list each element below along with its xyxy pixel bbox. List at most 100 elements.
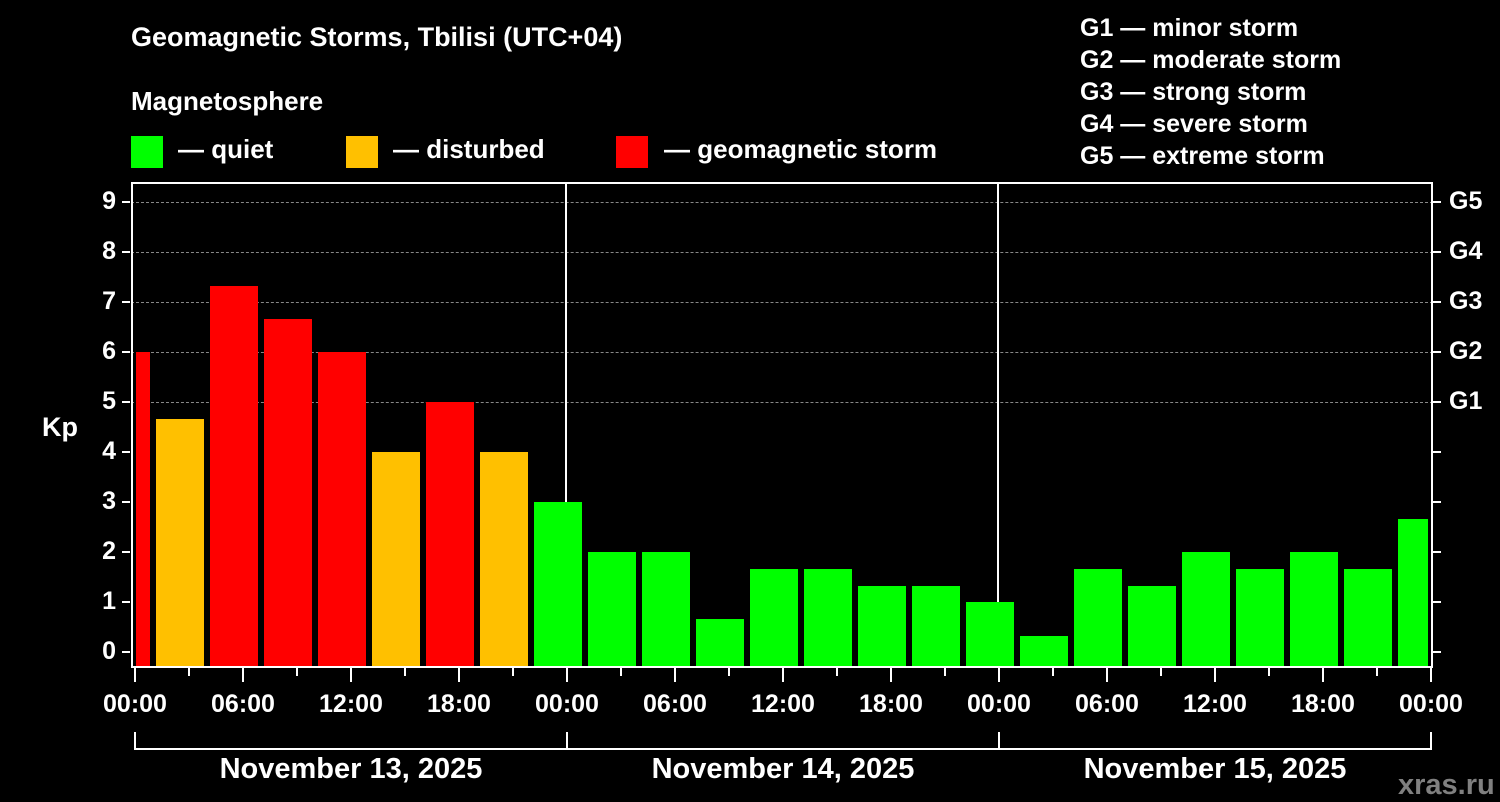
storm-scale-g2: G2 — moderate storm <box>1080 46 1342 74</box>
x-tick-label: 12:00 <box>751 690 815 718</box>
right-tick-mark <box>1433 451 1441 453</box>
day-bracket-tick <box>134 732 136 750</box>
x-tick-mark <box>1376 668 1378 676</box>
x-tick-mark <box>350 668 352 682</box>
x-tick-mark <box>674 668 676 682</box>
y-tick-mark <box>122 601 130 603</box>
x-tick-mark <box>566 668 568 682</box>
y-tick-label: 1 <box>102 587 116 615</box>
kp-bar <box>1344 568 1392 666</box>
x-tick-mark <box>620 668 622 676</box>
x-tick-mark <box>1214 668 1216 682</box>
x-tick-mark <box>512 668 514 676</box>
kp-bar <box>966 602 1014 666</box>
legend-swatch-disturbed <box>346 136 378 168</box>
day-bracket-tick <box>998 732 1000 750</box>
y-tick-label: 0 <box>102 637 116 665</box>
y-tick-label: 8 <box>102 237 116 265</box>
y-tick-mark <box>122 551 130 553</box>
x-tick-label: 18:00 <box>427 690 491 718</box>
y-tick-label: 7 <box>102 287 116 315</box>
right-tick-mark <box>1433 601 1441 603</box>
kp-bar <box>1020 635 1068 666</box>
x-tick-label: 18:00 <box>1291 690 1355 718</box>
x-tick-label: 06:00 <box>211 690 275 718</box>
y-tick-mark <box>122 301 130 303</box>
legend-label-quiet: — quiet <box>178 134 274 164</box>
right-tick-mark <box>1433 551 1441 553</box>
plot-frame <box>131 182 1433 668</box>
right-tick-mark <box>1433 351 1441 353</box>
y-tick-mark <box>122 651 130 653</box>
x-tick-mark <box>458 668 460 682</box>
gridline <box>131 252 1433 253</box>
kp-bar <box>264 318 312 666</box>
kp-bar <box>1182 552 1230 666</box>
storm-scale-g1: G1 — minor storm <box>1080 14 1299 42</box>
kp-bar <box>426 402 474 666</box>
x-tick-mark <box>890 668 892 682</box>
storm-scale-g4: G4 — severe storm <box>1080 110 1308 138</box>
y-tick-label: 9 <box>102 187 116 215</box>
x-tick-mark <box>242 668 244 682</box>
x-tick-label: 06:00 <box>643 690 707 718</box>
x-tick-label: 12:00 <box>1183 690 1247 718</box>
y-tick-label: 5 <box>102 387 116 415</box>
y-tick-mark <box>122 501 130 503</box>
right-tick-mark <box>1433 401 1441 403</box>
watermark: xras.ru <box>1398 769 1495 801</box>
storm-scale-g5: G5 — extreme storm <box>1080 142 1325 170</box>
kp-bar <box>1398 518 1428 666</box>
gridline <box>131 352 1433 353</box>
day-label: November 13, 2025 <box>219 753 483 785</box>
kp-bar <box>210 285 258 666</box>
day-separator <box>997 182 999 668</box>
x-tick-label: 00:00 <box>1399 690 1463 718</box>
x-tick-mark <box>188 668 190 676</box>
right-tick-mark <box>1433 501 1441 503</box>
kp-bar <box>1236 568 1284 666</box>
x-tick-mark <box>1052 668 1054 676</box>
y-axis-label: Kp <box>42 412 78 442</box>
gridline <box>131 202 1433 203</box>
day-bracket-tick <box>566 732 568 750</box>
x-tick-mark <box>1430 668 1432 682</box>
storm-level-label: G1 <box>1449 387 1483 415</box>
storm-level-label: G5 <box>1449 187 1483 215</box>
x-tick-mark <box>998 668 1000 682</box>
legend-label-disturbed: — disturbed <box>393 134 545 164</box>
storm-level-label: G4 <box>1449 237 1483 265</box>
storm-scale-g3: G3 — strong storm <box>1080 78 1307 106</box>
x-tick-mark <box>134 668 136 682</box>
right-tick-mark <box>1433 651 1441 653</box>
y-tick-mark <box>122 401 130 403</box>
x-tick-label: 00:00 <box>967 690 1031 718</box>
legend-swatch-storm <box>616 136 648 168</box>
day-label: November 15, 2025 <box>1083 753 1347 785</box>
day-separator <box>565 182 567 668</box>
y-tick-label: 6 <box>102 337 116 365</box>
day-bracket <box>135 748 1431 750</box>
y-tick-mark <box>122 451 130 453</box>
kp-bar <box>642 552 690 666</box>
day-label: November 14, 2025 <box>651 753 915 785</box>
x-tick-mark <box>728 668 730 676</box>
kp-bar <box>534 502 582 666</box>
storm-level-label: G2 <box>1449 337 1483 365</box>
chart-title: Geomagnetic Storms, Tbilisi (UTC+04) <box>131 22 623 52</box>
x-tick-label: 18:00 <box>859 690 923 718</box>
kp-bar <box>1074 568 1122 666</box>
y-tick-label: 3 <box>102 487 116 515</box>
legend-heading: Magnetosphere <box>131 86 324 116</box>
legend-swatch-quiet <box>131 136 163 168</box>
kp-bar <box>696 618 744 666</box>
right-tick-mark <box>1433 251 1441 253</box>
right-tick-mark <box>1433 301 1441 303</box>
x-tick-mark <box>1322 668 1324 682</box>
kp-bar <box>372 452 420 666</box>
gridline <box>131 302 1433 303</box>
kp-bar <box>1290 552 1338 666</box>
kp-bar <box>912 585 960 666</box>
right-tick-mark <box>1433 201 1441 203</box>
kp-bar <box>318 352 366 666</box>
